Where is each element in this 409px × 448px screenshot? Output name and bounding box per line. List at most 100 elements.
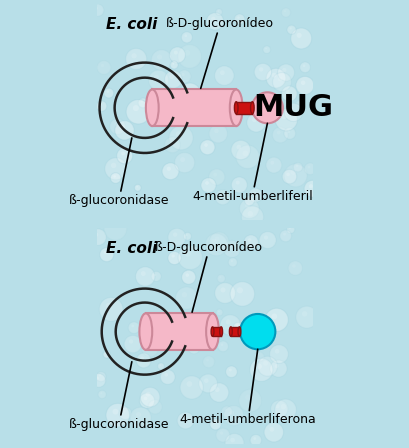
Circle shape — [117, 148, 133, 164]
Circle shape — [92, 374, 106, 387]
Circle shape — [211, 17, 215, 21]
Circle shape — [272, 127, 288, 143]
Circle shape — [166, 167, 171, 171]
Circle shape — [281, 86, 297, 102]
Circle shape — [175, 131, 181, 137]
Circle shape — [169, 47, 185, 63]
Circle shape — [215, 190, 230, 205]
Circle shape — [288, 227, 290, 229]
Ellipse shape — [238, 327, 240, 336]
Circle shape — [265, 47, 266, 50]
Circle shape — [206, 358, 209, 362]
Circle shape — [230, 260, 232, 262]
Circle shape — [254, 63, 271, 81]
Circle shape — [99, 103, 101, 106]
Circle shape — [286, 225, 294, 233]
Circle shape — [140, 357, 144, 360]
Circle shape — [168, 228, 186, 246]
Circle shape — [231, 140, 250, 159]
Circle shape — [98, 390, 106, 398]
Circle shape — [104, 217, 126, 240]
Circle shape — [274, 399, 296, 421]
Circle shape — [169, 141, 173, 144]
Ellipse shape — [146, 90, 158, 126]
Circle shape — [249, 358, 272, 381]
Circle shape — [173, 233, 177, 237]
Circle shape — [283, 164, 306, 187]
Circle shape — [225, 434, 243, 448]
Circle shape — [277, 64, 294, 81]
Circle shape — [180, 376, 203, 399]
Circle shape — [218, 310, 219, 312]
Circle shape — [143, 396, 147, 401]
Circle shape — [168, 251, 181, 265]
Circle shape — [239, 199, 258, 218]
Circle shape — [263, 113, 270, 120]
Text: ß-D-glucoronídeo: ß-D-glucoronídeo — [155, 241, 263, 312]
Circle shape — [105, 353, 107, 354]
Circle shape — [247, 198, 249, 201]
Circle shape — [257, 356, 277, 376]
Circle shape — [286, 25, 295, 34]
Circle shape — [228, 258, 237, 267]
Circle shape — [133, 105, 139, 111]
Ellipse shape — [139, 313, 152, 350]
Circle shape — [230, 438, 234, 443]
Circle shape — [209, 418, 220, 430]
Circle shape — [217, 341, 228, 352]
Circle shape — [224, 409, 227, 411]
Circle shape — [130, 407, 151, 428]
Circle shape — [219, 276, 221, 278]
Circle shape — [190, 94, 211, 115]
Circle shape — [178, 70, 191, 83]
Circle shape — [234, 14, 244, 25]
Circle shape — [292, 264, 295, 268]
Circle shape — [244, 328, 252, 336]
Circle shape — [245, 394, 250, 400]
Circle shape — [99, 297, 123, 321]
Circle shape — [247, 211, 252, 216]
Circle shape — [181, 292, 187, 297]
Circle shape — [289, 27, 291, 30]
Circle shape — [279, 230, 291, 242]
Text: 4-metil-umberliferil: 4-metil-umberliferil — [191, 123, 312, 202]
Circle shape — [213, 172, 217, 177]
Circle shape — [162, 163, 178, 180]
Circle shape — [151, 271, 161, 281]
Circle shape — [252, 191, 255, 195]
Circle shape — [209, 125, 227, 143]
Text: 4-metil-umberliferona: 4-metil-umberliferona — [179, 349, 316, 426]
Circle shape — [110, 173, 121, 183]
Circle shape — [159, 364, 161, 366]
Ellipse shape — [211, 327, 213, 336]
Circle shape — [223, 241, 240, 258]
Circle shape — [290, 28, 311, 49]
Circle shape — [281, 169, 296, 184]
Circle shape — [277, 77, 282, 82]
Circle shape — [169, 126, 193, 150]
Circle shape — [264, 114, 266, 116]
Circle shape — [299, 62, 310, 73]
Circle shape — [236, 145, 241, 150]
Circle shape — [271, 73, 276, 78]
Circle shape — [154, 274, 156, 276]
Circle shape — [164, 373, 168, 377]
Circle shape — [269, 360, 286, 377]
Circle shape — [235, 181, 239, 185]
Circle shape — [288, 261, 302, 275]
Circle shape — [242, 151, 248, 156]
Circle shape — [178, 336, 191, 350]
Circle shape — [229, 282, 254, 306]
Circle shape — [135, 267, 155, 286]
Circle shape — [223, 405, 243, 426]
Circle shape — [238, 389, 261, 412]
Circle shape — [191, 345, 194, 348]
Circle shape — [101, 64, 104, 67]
Circle shape — [247, 238, 251, 242]
Circle shape — [185, 234, 187, 236]
Circle shape — [110, 163, 116, 168]
Circle shape — [237, 16, 239, 19]
Circle shape — [141, 271, 145, 276]
Circle shape — [139, 393, 154, 408]
Text: ß-D-glucoronídeo: ß-D-glucoronídeo — [166, 17, 273, 88]
